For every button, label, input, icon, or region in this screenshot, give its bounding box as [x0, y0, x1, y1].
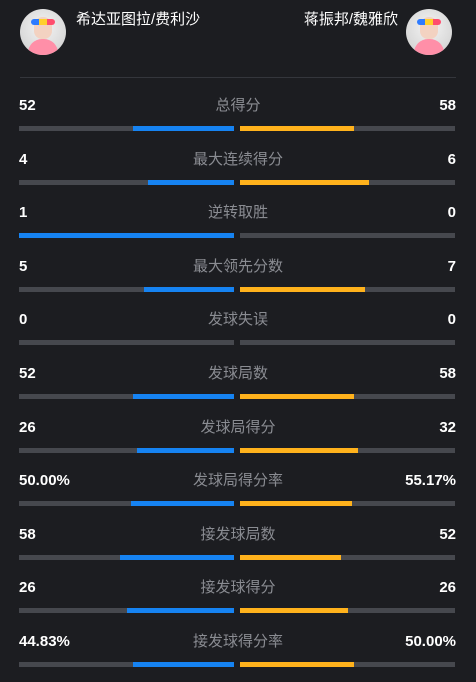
right-stat-bar [240, 286, 455, 292]
left-stat-value: 4 [19, 150, 28, 168]
left-stat-bar-fill [126, 608, 234, 614]
stat-label: 接发球得分 [200, 579, 276, 597]
header-divider [20, 77, 456, 78]
stat-label: 最大领先分数 [192, 257, 283, 275]
stat-row: 26 接发球得分 26 [0, 574, 476, 628]
stat-row: 52 总得分 58 [0, 92, 476, 146]
right-stat-bar [240, 501, 455, 507]
left-stat-value: 52 [19, 365, 36, 382]
right-stat-value: 50.00% [405, 633, 456, 650]
right-stat-bar [240, 608, 455, 614]
left-stat-bar-fill [132, 662, 234, 667]
right-stat-value: 7 [447, 257, 456, 275]
left-stat-value: 58 [19, 525, 36, 543]
right-stat-bar-fill [240, 554, 342, 560]
left-stat-bar [19, 501, 234, 507]
stat-row: 0 发球失误 0 [0, 306, 476, 360]
left-team-name[interactable]: 希达亚图拉/费利沙 [76, 11, 201, 28]
left-stat-bar [19, 179, 234, 185]
left-stat-bar [19, 447, 234, 453]
left-stat-bar [19, 233, 234, 239]
right-stat-bar-fill [240, 179, 369, 185]
left-stat-value: 52 [19, 97, 36, 114]
left-stat-value: 5 [19, 257, 28, 275]
stat-row: 26 发球局得分 32 [0, 414, 476, 468]
right-stat-bar-fill [240, 501, 352, 507]
left-stat-value: 26 [19, 579, 36, 597]
right-stat-bar-fill [240, 447, 359, 453]
right-stat-value: 55.17% [405, 472, 456, 490]
left-stat-bar-fill [148, 179, 234, 185]
left-stat-bar-fill [143, 286, 234, 292]
left-stat-value: 26 [19, 418, 36, 436]
right-stat-bar-fill [240, 286, 365, 292]
left-stat-bar-fill [130, 501, 234, 507]
stat-label: 发球局得分 [200, 418, 276, 436]
right-stat-bar [240, 126, 455, 131]
right-stat-value: 32 [439, 418, 456, 436]
right-stat-value: 0 [447, 311, 456, 329]
stat-label: 接发球局数 [200, 525, 276, 543]
right-stat-bar-fill [240, 662, 354, 667]
stat-label: 接发球得分率 [192, 633, 283, 650]
right-stat-value: 6 [447, 150, 456, 168]
stat-row: 4 最大连续得分 6 [0, 146, 476, 200]
stat-label: 最大连续得分 [192, 150, 283, 168]
left-stat-value: 1 [19, 204, 28, 222]
player-avatar-icon[interactable] [20, 9, 66, 55]
left-stat-bar-fill [137, 447, 234, 453]
right-stat-bar [240, 233, 455, 239]
stat-label: 逆转取胜 [207, 204, 268, 222]
left-stat-bar [19, 126, 234, 131]
right-stat-bar [240, 447, 455, 453]
stat-row: 5 最大领先分数 7 [0, 253, 476, 307]
stat-label: 发球局数 [207, 365, 268, 382]
left-stat-bar [19, 608, 234, 614]
match-header: 希达亚图拉/费利沙 蒋振邦/魏雅欣 [0, 0, 476, 78]
right-stat-bar-fill [240, 608, 348, 614]
right-stat-bar [240, 662, 455, 667]
left-stat-value: 50.00% [19, 472, 70, 490]
right-stat-bar [240, 394, 455, 399]
left-stat-bar-fill [120, 554, 234, 560]
right-team-name[interactable]: 蒋振邦/魏雅欣 [303, 11, 398, 28]
right-stat-value: 0 [447, 204, 456, 222]
left-stat-value: 0 [19, 311, 28, 329]
left-stat-bar-fill [132, 394, 234, 399]
left-stat-bar [19, 394, 234, 399]
left-stat-bar [19, 662, 234, 667]
left-stat-bar-fill [132, 126, 234, 131]
stat-row: 1 逆转取胜 0 [0, 199, 476, 253]
right-stat-value: 58 [439, 365, 456, 382]
right-stat-bar-fill [240, 394, 354, 399]
right-stat-value: 58 [439, 97, 456, 114]
stat-label: 总得分 [215, 97, 261, 114]
left-stat-bar-fill [19, 233, 234, 239]
stat-row: 58 接发球局数 52 [0, 521, 476, 575]
stat-row: 52 发球局数 58 [0, 360, 476, 414]
right-stat-bar [240, 179, 455, 185]
right-stat-value: 52 [439, 525, 456, 543]
stat-row: 50.00% 发球局得分率 55.17% [0, 467, 476, 521]
right-stat-value: 26 [439, 579, 456, 597]
right-stat-bar-fill [240, 126, 354, 131]
left-stat-value: 44.83% [19, 633, 70, 650]
stat-label: 发球局得分率 [192, 472, 283, 490]
stat-label: 发球失误 [207, 311, 268, 329]
left-stat-bar [19, 340, 234, 346]
stat-row: 44.83% 接发球得分率 50.00% [0, 628, 476, 682]
player-avatar-icon[interactable] [406, 9, 452, 55]
left-stat-bar [19, 554, 234, 560]
right-stat-bar [240, 554, 455, 560]
left-stat-bar [19, 286, 234, 292]
right-stat-bar [240, 340, 455, 346]
